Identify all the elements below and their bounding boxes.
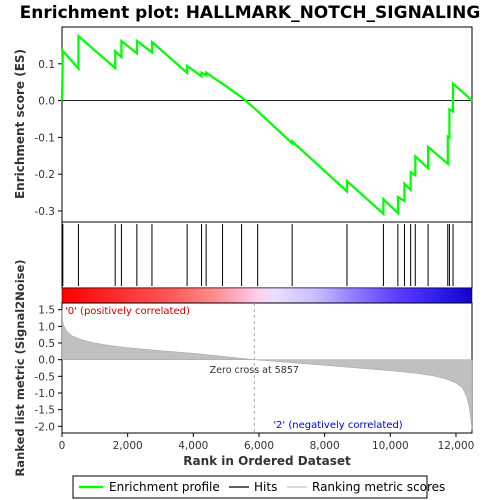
colorbar-gradient [61, 287, 473, 304]
x-tick-label: 8,000 [310, 440, 340, 452]
es-y-tick-label: -0.2 [35, 169, 56, 181]
ranked-y-tick-label: -1.5 [35, 405, 56, 417]
ranked-y-tick-label: 1.0 [38, 321, 55, 333]
ranked-y-axis: 1.5 1.0 0.5 0.0 -0.5 -1.0 -1.5 -2.0 [35, 305, 62, 433]
x-axis: 0 2,000 4,000 6,000 8,000 10,000 12,000 [59, 433, 475, 452]
es-y-tick-label: -0.3 [35, 206, 56, 218]
legend-label-ranking: Ranking metric scores [312, 480, 445, 494]
es-y-tick-label: -0.1 [35, 132, 56, 144]
ranked-metric-panel: 1.5 1.0 0.5 0.0 -0.5 -1.0 -1.5 -2.0 '0' (positi… [13, 259, 473, 477]
x-axis-title: Rank in Ordered Dataset [183, 454, 351, 468]
legend-box [72, 475, 428, 499]
ranked-y-tick-label: -2.0 [35, 421, 56, 433]
zero-cross-label: Zero cross at 5857 [210, 365, 299, 376]
es-plot-frame [61, 26, 473, 223]
x-tick-label: 10,000 [372, 440, 409, 452]
es-y-tick-label: 0.0 [38, 96, 55, 108]
legend-label-hits: Hits [254, 480, 277, 494]
hits-panel [61, 221, 473, 289]
enrichment-score-panel: 0.1 0.0 -0.1 -0.2 -0.3 Enrichment score (ES) [13, 26, 473, 223]
ranked-y-tick-label: 0.0 [38, 355, 55, 367]
ranked-y-tick-label: -0.5 [35, 371, 56, 383]
es-y-axis: 0.1 0.0 -0.1 -0.2 -0.3 [35, 59, 62, 218]
ranked-axis-title: Ranked list metric (Signal2Noise) [13, 259, 27, 476]
ranked-y-tick-label: -1.0 [35, 388, 56, 400]
negative-correlation-label: '2' (negatively correlated) [273, 420, 402, 431]
hits-plot-frame [61, 221, 473, 289]
es-axis-title: Enrichment score (ES) [13, 49, 27, 199]
legend: Enrichment profile Hits Ranking metric s… [72, 475, 445, 499]
x-tick-label: 12,000 [438, 440, 475, 452]
x-tick-label: 6,000 [244, 440, 274, 452]
x-tick-label: 0 [59, 440, 66, 452]
legend-label-enrichment: Enrichment profile [109, 480, 220, 494]
rank-colorbar [61, 287, 473, 304]
x-tick-label: 4,000 [178, 440, 208, 452]
hit-lines [62, 224, 454, 286]
x-tick-label: 2,000 [113, 440, 143, 452]
enrichment-profile-line [60, 33, 473, 217]
positive-correlation-label: '0' (positively correlated) [65, 306, 190, 317]
es-y-tick-label: 0.1 [38, 59, 55, 71]
ranking-metric-area [61, 309, 473, 430]
chart-title: Enrichment plot: HALLMARK_NOTCH_SIGNALIN… [20, 3, 481, 23]
ranked-y-tick-label: 1.5 [38, 305, 55, 317]
ranked-y-tick-label: 0.5 [38, 338, 55, 350]
